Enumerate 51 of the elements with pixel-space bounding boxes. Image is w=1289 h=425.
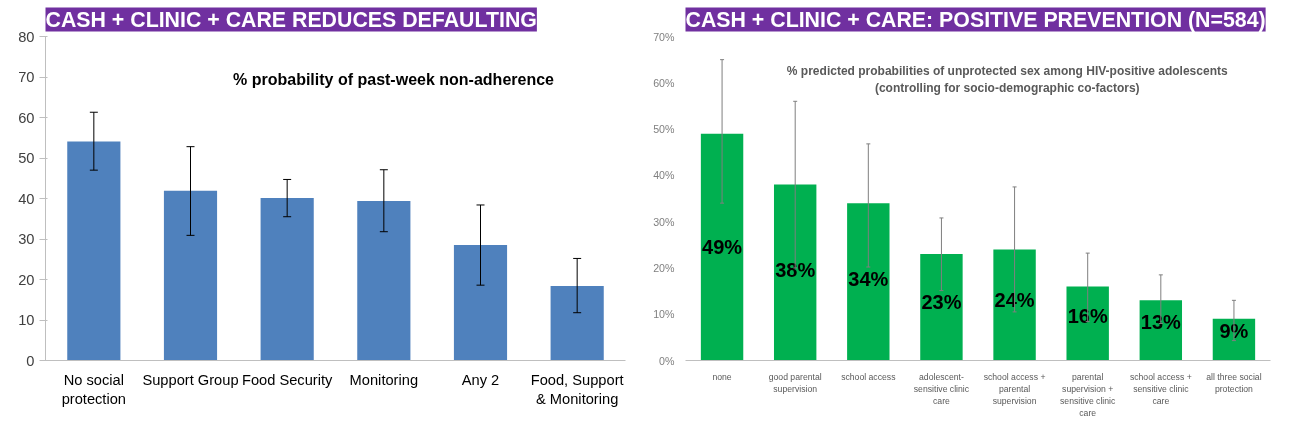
bar [920,254,963,361]
x-tick-label: good parental supervision [768,371,822,394]
chart-title: CASH + CLINIC + CARE REDUCES DEFAULTING [45,7,537,32]
data-label: 34% [848,267,889,290]
y-tick-label: 10 [18,312,35,328]
y-tick-label: 50% [653,123,676,136]
x-tick-label: all three social protection [1206,371,1262,394]
x-tick-label: Support Group [142,371,239,388]
x-tick-label: Any 2 [461,371,500,388]
y-tick-label: 0% [659,354,676,367]
chart-title: CASH + CLINIC + CARE: POSITIVE PREVENTION (N=584) [685,7,1266,32]
data-label: 49% [702,236,743,259]
y-tick-label: 40% [653,169,676,182]
bar [260,198,314,361]
data-label: 23% [921,290,962,313]
x-tick-label: parental supervision + sensitive clinic care [1060,371,1117,418]
y-tick-label: 30 [18,231,35,247]
y-tick-label: 80 [18,28,35,45]
x-tick-label: Food Security [241,371,334,388]
x-tick-label: school access + parental supervision [983,371,1046,406]
y-tick-label: 10% [653,308,676,321]
y-tick-label: 60% [653,76,676,89]
text: % predicted probabilities of unprotected sex among HIV-positive adolescents (controlling for socio-demographic co-factors) [786,64,1228,95]
x-tick-label: none [712,371,732,382]
y-tick-label: 50 [18,150,35,166]
x-tick-label: school access [841,371,897,382]
y-tick-label: 70 [18,69,35,85]
bar [700,133,744,361]
y-tick-label: 40 [18,190,35,207]
bar [67,141,121,361]
x-tick-label: school access + sensitive clinic care [1129,371,1192,406]
x-tick-label: Monitoring [349,371,419,388]
bar [163,190,218,361]
bar [550,285,604,361]
text: % probability of past-week non-adherence [233,71,555,89]
y-tick-label: 20 [18,271,35,288]
data-label: 9% [1219,319,1249,342]
y-tick-label: 0 [26,352,35,369]
bar [453,245,508,361]
bar [357,200,411,361]
x-tick-label: adolescent-sensitive clinic care [913,371,970,406]
data-label: 38% [775,259,816,282]
bar [847,203,890,361]
y-tick-label: 20% [653,261,676,274]
data-label: 13% [1140,311,1182,334]
x-tick-label: Food, Support & Monitoring [530,371,624,407]
bar [773,184,817,361]
y-tick-label: 70% [653,30,676,43]
x-tick-label: No social protection [61,371,127,407]
y-tick-label: 60 [18,109,35,126]
y-tick-label: 30% [653,215,676,228]
